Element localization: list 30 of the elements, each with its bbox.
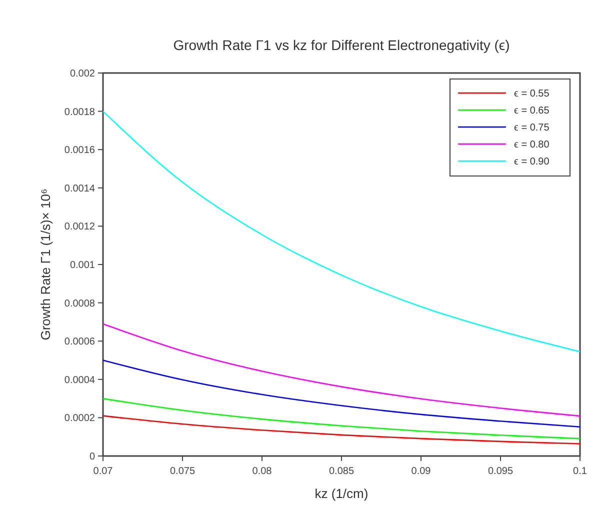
y-tick-label: 0.0002 [64,413,96,424]
y-tick-label: 0.0018 [64,106,96,118]
x-tick-label: 0.07 [93,466,114,477]
x-tick-label: 0.08 [252,466,272,477]
x-tick-label: 0.075 [170,466,196,477]
y-tick-label: 0.0004 [64,374,96,386]
y-tick-label: 0.0012 [64,222,96,233]
legend-label: ϵ = 0.65 [514,106,550,116]
y-tick-label: 0.0016 [64,145,96,156]
legend-label: ϵ = 0.75 [514,122,550,134]
line-series [102,415,581,444]
x-tick-label: 0.095 [488,466,514,477]
x-tick-label: 0.09 [411,466,432,477]
y-tick-label: 0.0014 [64,183,96,194]
chart-title: Growth Rate Γ1 vs kz for Different Electronegativity (ϵ) [173,37,510,53]
y-axis-title: Growth Rate Γ1 (1/s)× 10⁶ [38,188,53,340]
y-tick-label: 0.002 [70,68,96,80]
line-series [102,323,581,417]
legend-label: ϵ = 0.90 [514,156,550,168]
y-tick-label: 0 [89,452,96,462]
x-tick-label: 0.085 [328,466,354,477]
y-tick-label: 0.0006 [64,336,96,348]
legend-label: ϵ = 0.80 [514,140,550,150]
line-series [102,398,581,440]
x-axis-title: kz (1/cm) [314,486,368,501]
y-tick-label: 0.0008 [64,298,96,310]
y-tick-label: 0.001 [70,260,96,271]
legend-label: ϵ = 0.55 [514,88,550,100]
x-tick-label: 0.1 [573,466,588,477]
line-series [102,360,581,428]
